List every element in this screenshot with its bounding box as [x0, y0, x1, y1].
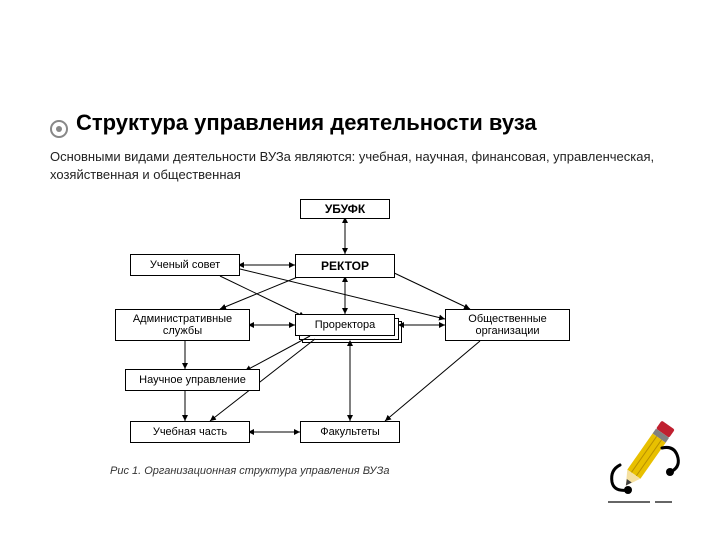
pencil-icon [600, 410, 690, 510]
node-science: Научное управление [125, 369, 260, 391]
slide-subtitle: Основными видами деятельности ВУЗа являю… [50, 148, 670, 184]
node-rector: РЕКТОР [295, 254, 395, 278]
bullet-icon [50, 120, 68, 138]
title-row: Структура управления деятельности вуза [50, 110, 670, 136]
node-faculty: Факультеты [300, 421, 400, 443]
node-council: Ученый совет [130, 254, 240, 276]
node-public: Общественные организации [445, 309, 570, 341]
node-ubufk: УБУФК [300, 199, 390, 219]
node-admin: Административные службы [115, 309, 250, 341]
diagram-caption: Рис 1. Организационная структура управле… [110, 465, 389, 477]
org-diagram: УБУФК РЕКТОР Ученый совет Административные … [110, 199, 590, 479]
slide-title: Структура управления деятельности вуза [76, 110, 537, 136]
node-study: Учебная часть [130, 421, 250, 443]
node-prorect: Проректора [295, 314, 395, 336]
